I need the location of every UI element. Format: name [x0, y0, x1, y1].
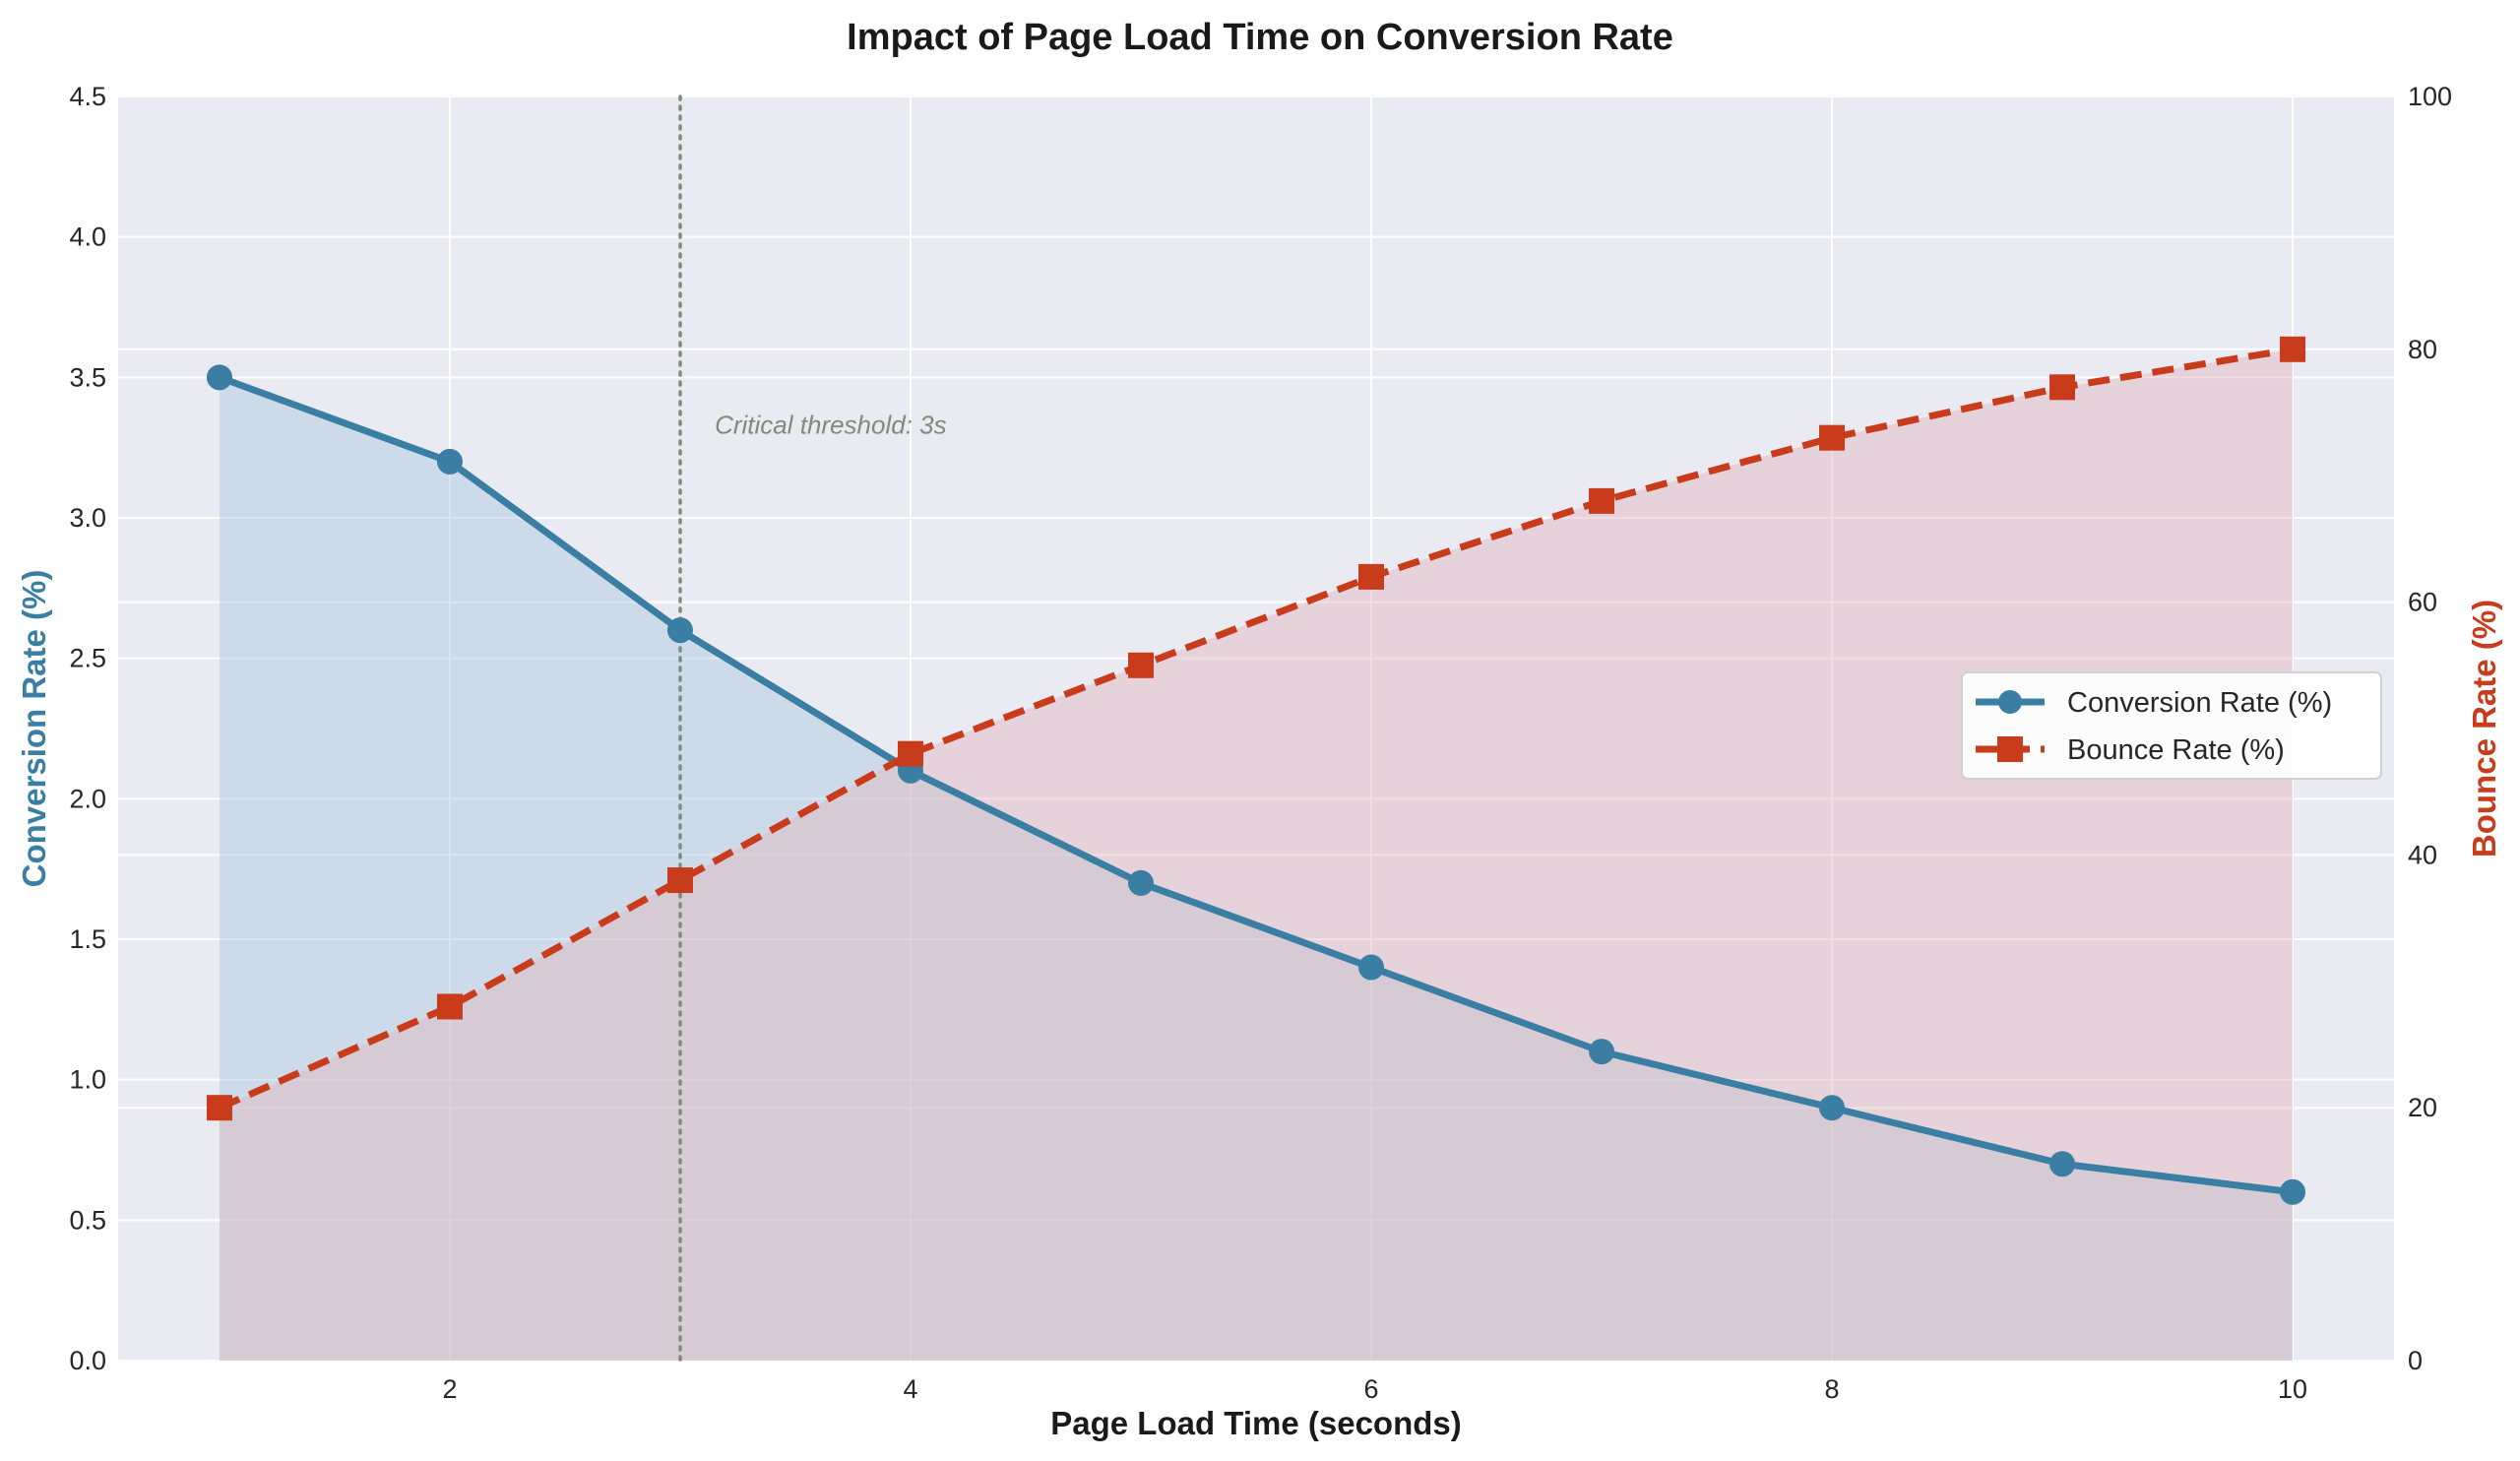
bounce-rate-line [218, 346, 2294, 1112]
conversion-rate-point [1127, 869, 1154, 896]
series-layer [206, 336, 2306, 1205]
y-left-tick-label: 3.0 [69, 503, 106, 533]
area-fills [219, 349, 2294, 1361]
x-axis-label: Page Load Time (seconds) [1050, 1405, 1462, 1441]
bounce-rate-point [2049, 374, 2076, 401]
y-left-tick-label: 1.5 [69, 924, 106, 954]
bounce-rate-point [206, 1095, 232, 1121]
conversion-rate-point [666, 617, 693, 644]
conversion-rate-point [1819, 1095, 1846, 1121]
bounce-rate-point [436, 993, 463, 1020]
y-left-tick-label: 4.0 [69, 222, 106, 252]
x-tick-label: 10 [2278, 1374, 2307, 1404]
threshold-annotation: Critical threshold: 3s [715, 410, 947, 439]
y-right-tick-label: 80 [2408, 335, 2437, 364]
bounce-rate-point [1127, 652, 1154, 678]
conversion-rate-line [216, 373, 2297, 1196]
conversion-rate-point [206, 364, 232, 391]
y-left-tick-label: 2.0 [69, 784, 106, 813]
y-left-tick-label: 3.5 [69, 362, 106, 392]
x-tick-label: 8 [1825, 1374, 1840, 1404]
y-left-tick-label: 1.0 [69, 1065, 106, 1095]
y-left-tick-label: 2.5 [69, 644, 106, 673]
legend-conversion-label: Conversion Rate (%) [2067, 687, 2332, 719]
chart-title: Impact of Page Load Time on Conversion R… [847, 17, 1673, 58]
y-axis-left-label: Conversion Rate (%) [16, 570, 52, 888]
legend: Conversion Rate (%) Bounce Rate (%) [1961, 671, 2382, 780]
y-left-tick-label: 4.5 [69, 82, 106, 111]
grid-layer [118, 95, 2394, 1362]
tick-labels: 2 4 6 8 10 0.0 0.5 1.0 1.5 2.0 2.5 3.0 3.5 4.0 4.5 0 20 4… [69, 82, 2452, 1404]
conversion-rate-area [219, 377, 2294, 1361]
y-left-tick-label: 0.5 [69, 1205, 106, 1235]
y-right-tick-label: 100 [2408, 82, 2452, 111]
legend-conversion-swatch-marker [1998, 690, 2022, 714]
y-left-tick-label: 0.0 [69, 1346, 106, 1375]
conversion-rate-point [2280, 1178, 2306, 1205]
bounce-rate-point [1589, 487, 1615, 514]
bounce-rate-point [1819, 424, 1846, 451]
conversion-rate-point [1358, 954, 1385, 981]
x-tick-label: 2 [442, 1374, 457, 1404]
bounce-rate-point [897, 740, 923, 767]
legend-bounce-swatch-marker [1997, 736, 2023, 762]
legend-box [1961, 671, 2382, 780]
bounce-rate-point [666, 867, 693, 894]
y-right-tick-label: 60 [2408, 588, 2437, 617]
annotation-layer: Critical threshold: 3s [678, 95, 947, 1363]
x-tick-label: 4 [903, 1374, 917, 1404]
conversion-rate-point [436, 448, 463, 475]
bounce-rate-point [1358, 563, 1385, 590]
conversion-rate-point [2049, 1151, 2076, 1177]
y-right-tick-label: 40 [2408, 840, 2437, 869]
conversion-rate-point [1589, 1039, 1615, 1065]
bounce-rate-point [2280, 336, 2306, 362]
legend-bounce-label: Bounce Rate (%) [2067, 734, 2285, 766]
y-right-tick-label: 0 [2408, 1346, 2423, 1375]
y-axis-right-label: Bounce Rate (%) [2466, 600, 2502, 858]
y-right-tick-label: 20 [2408, 1093, 2437, 1122]
x-tick-label: 6 [1363, 1374, 1378, 1404]
bounce-rate-area [219, 349, 2294, 1361]
